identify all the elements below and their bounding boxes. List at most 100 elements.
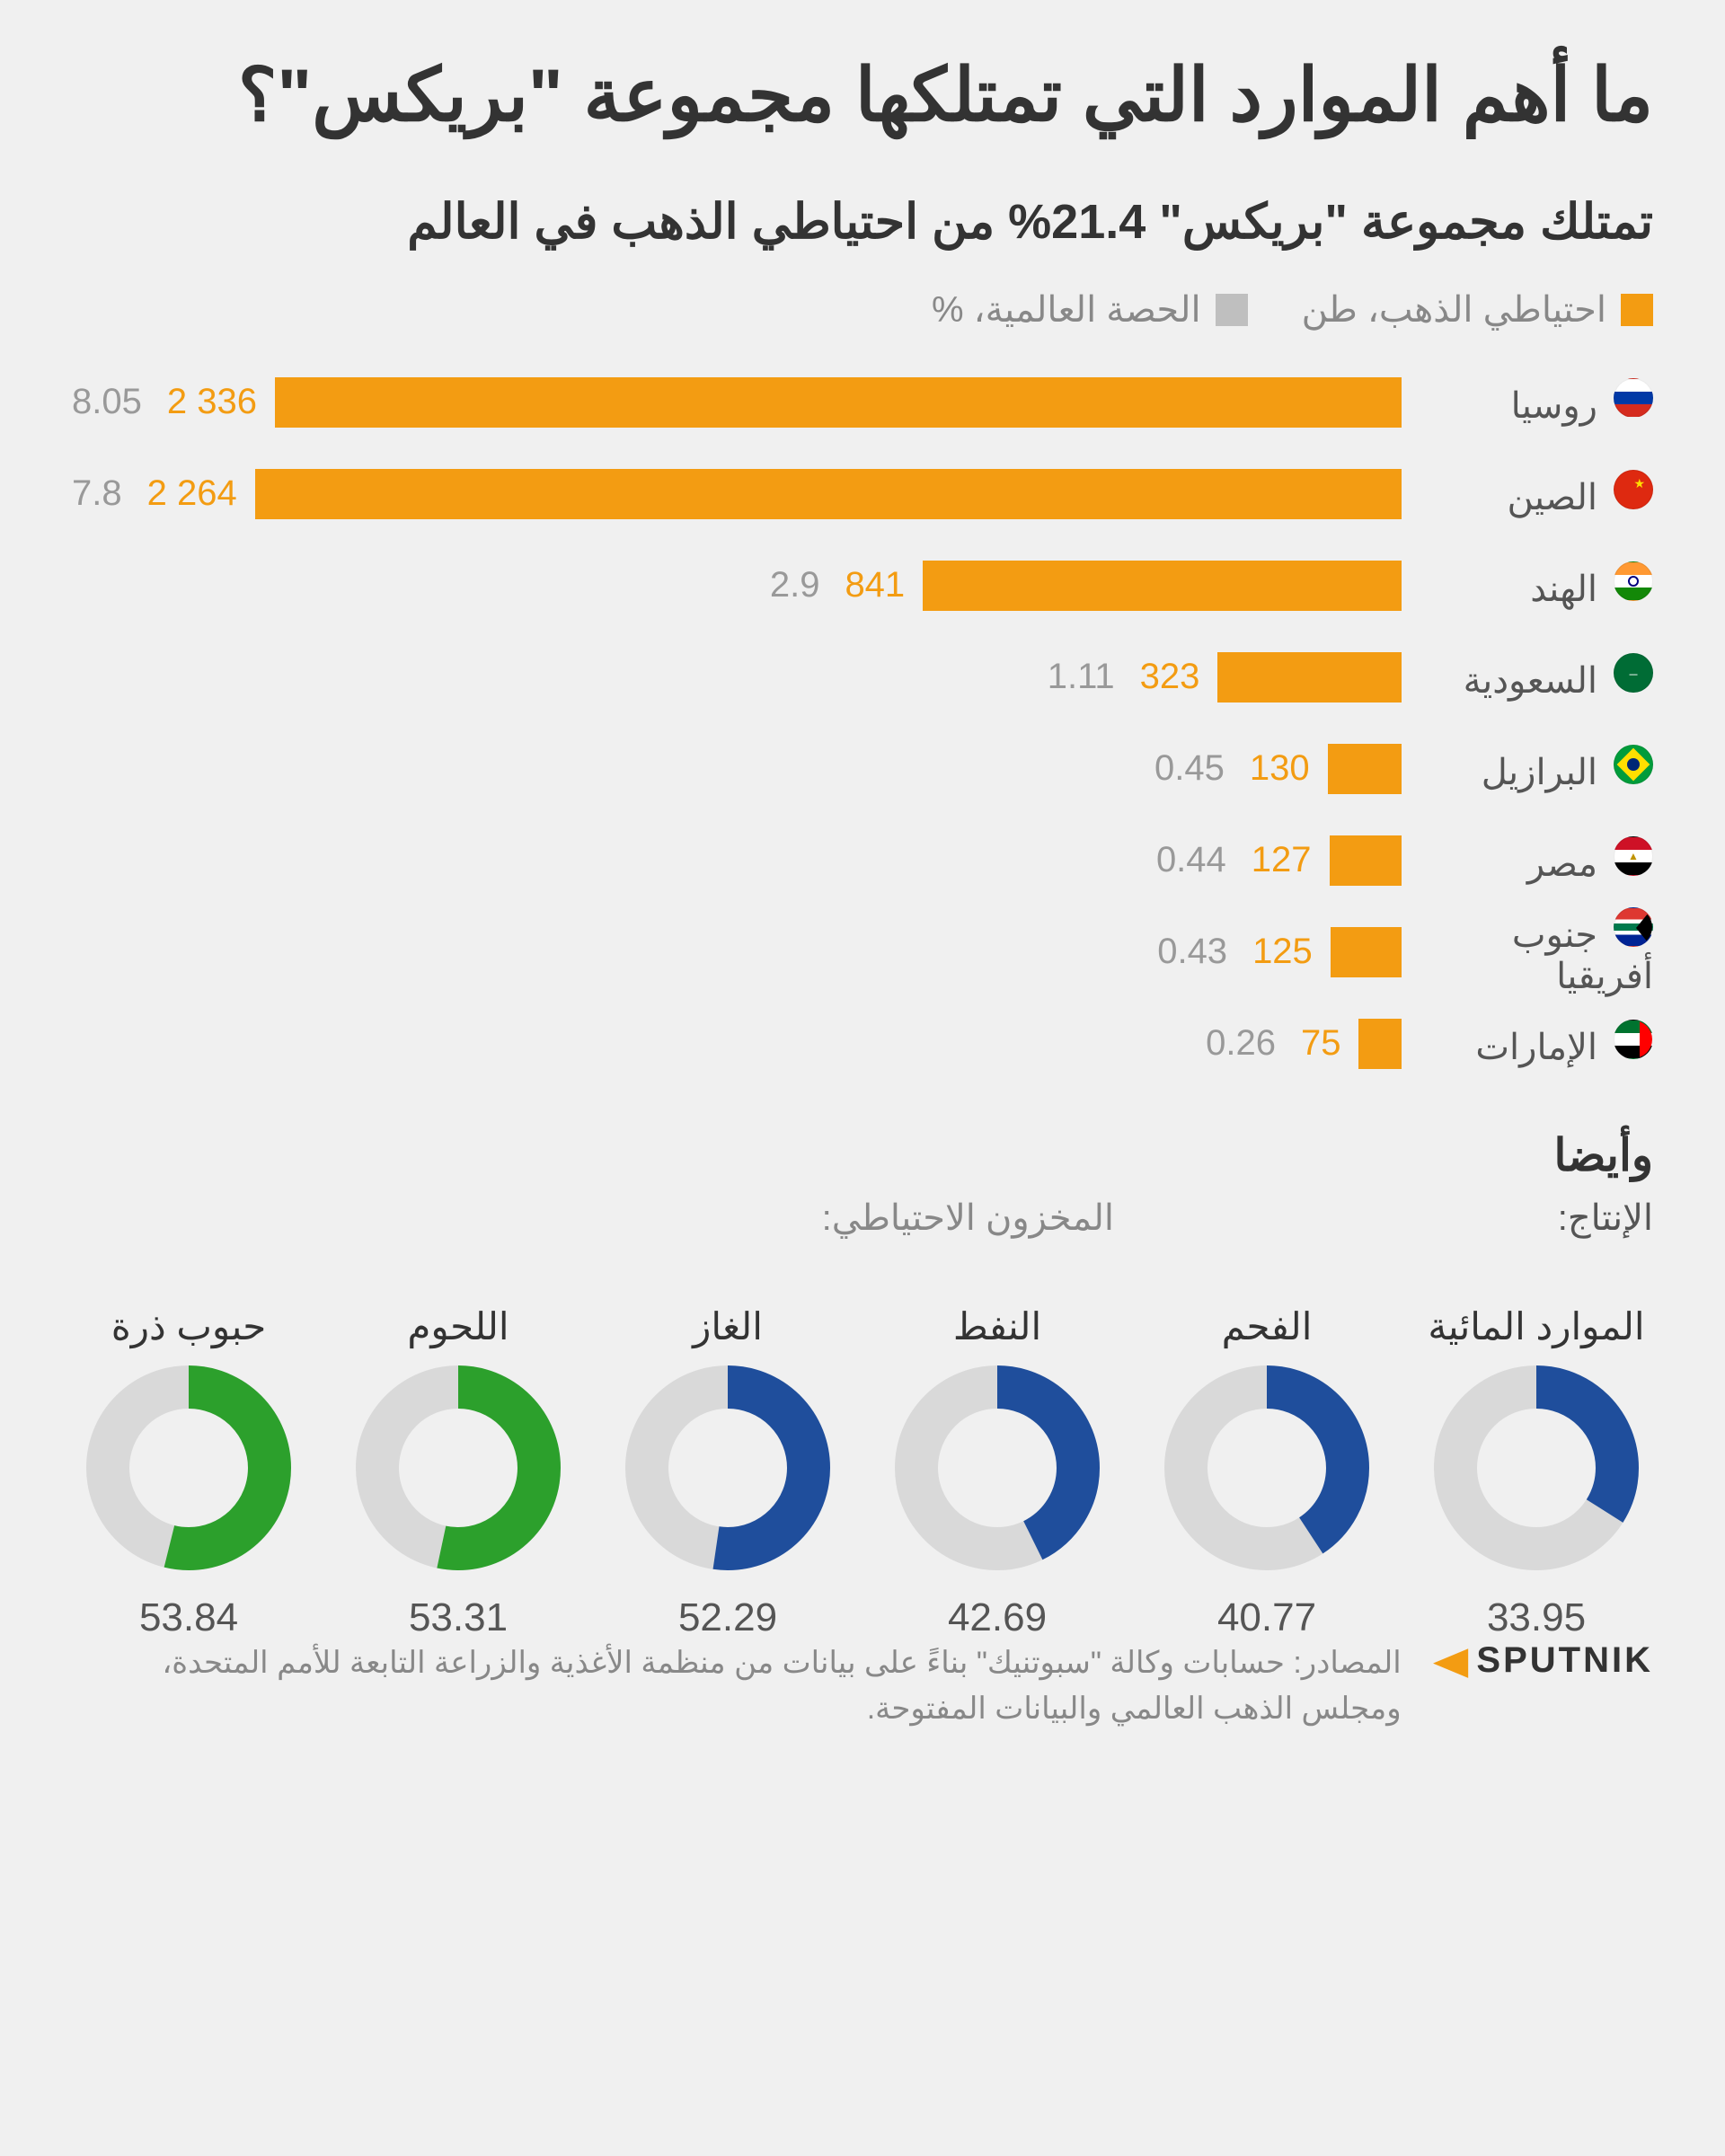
legend-gold-swatch — [1621, 294, 1653, 326]
bar-share-value: 0.45 — [1154, 748, 1225, 789]
country-name: ▲مصر — [1402, 836, 1653, 885]
donut-chart — [1163, 1365, 1370, 1576]
donut-chart — [894, 1365, 1101, 1576]
logo-text: SPUTNIK — [1476, 1640, 1653, 1681]
country-name: جنوب أفريقيا — [1402, 907, 1653, 997]
footer: ◀ SPUTNIK المصادر: حسابات وكالة "سبوتنيك… — [72, 1640, 1653, 1732]
bar-row: ★الصين 2 264 7.8 — [72, 454, 1653, 535]
donut-label: الفحم — [1222, 1250, 1313, 1348]
bar-row: ▲مصر 127 0.44 — [72, 820, 1653, 901]
legend-gold: احتياطي الذهب، طن — [1302, 289, 1653, 331]
bar-share-value: 8.05 — [72, 382, 142, 422]
donut-item: حبوب ذرة 53.84 — [72, 1250, 305, 1640]
donut-item: الغاز 52.29 — [611, 1250, 845, 1640]
bar-share-value: 0.26 — [1206, 1023, 1276, 1064]
flag-icon — [1614, 1020, 1653, 1059]
donut-chart — [85, 1365, 292, 1576]
legend-share: الحصة العالمية، % — [932, 289, 1248, 331]
flag-icon: ▲ — [1614, 836, 1653, 876]
donut-value: 53.31 — [409, 1595, 508, 1640]
legend: احتياطي الذهب، طن الحصة العالمية، % — [72, 289, 1653, 331]
donut-value: 42.69 — [948, 1595, 1047, 1640]
country-name: البرازيل — [1402, 745, 1653, 793]
flag-icon — [1614, 561, 1653, 601]
bar-tons-value: 130 — [1250, 748, 1310, 789]
bar-fill — [275, 377, 1402, 428]
subtitle: تمتلك مجموعة "بريكس" 21.4% من احتياطي ال… — [72, 192, 1653, 253]
country-name: ★الصين — [1402, 470, 1653, 518]
donut-value: 33.95 — [1487, 1595, 1586, 1640]
bar-track: 130 0.45 — [72, 744, 1402, 794]
donut-item: اللحوم 53.31 — [341, 1250, 575, 1640]
bar-track: 323 1.11 — [72, 652, 1402, 702]
country-name: ـــالسعودية — [1402, 653, 1653, 702]
also-heading: وأيضا — [72, 1129, 1653, 1181]
donut-section-labels: الإنتاج: المخزون الاحتياطي: — [72, 1197, 1653, 1239]
bar-tons-value: 841 — [845, 565, 905, 605]
bar-share-value: 0.44 — [1156, 840, 1226, 880]
donut-value: 40.77 — [1217, 1595, 1316, 1640]
donut-label: اللحوم — [407, 1250, 509, 1348]
bar-fill — [1328, 744, 1402, 794]
donut-label: الغاز — [693, 1250, 763, 1348]
bar-track: 75 0.26 — [72, 1019, 1402, 1069]
donut-item: الفحم 40.77 — [1150, 1250, 1384, 1640]
donut-label: حبوب ذرة — [111, 1250, 267, 1348]
main-title: ما أهم الموارد التي تمتلكها مجموعة "بريك… — [72, 54, 1653, 138]
donut-value: 52.29 — [678, 1595, 777, 1640]
bar-track: 125 0.43 — [72, 927, 1402, 977]
bar-row: ـــالسعودية 323 1.11 — [72, 637, 1653, 718]
bar-share-value: 0.43 — [1157, 932, 1227, 972]
bar-fill — [255, 469, 1402, 519]
bar-row: روسيا 2 336 8.05 — [72, 362, 1653, 443]
flag-icon: ـــ — [1614, 653, 1653, 693]
bar-fill — [1358, 1019, 1402, 1069]
flag-icon — [1614, 745, 1653, 784]
bar-share-value: 2.9 — [770, 565, 820, 605]
bar-track: 127 0.44 — [72, 835, 1402, 886]
legend-share-label: الحصة العالمية، % — [932, 289, 1201, 331]
donut-label: الموارد المائية — [1428, 1250, 1644, 1348]
bar-tons-value: 127 — [1252, 840, 1312, 880]
bar-fill — [923, 561, 1402, 611]
donut-chart — [624, 1365, 831, 1576]
country-name: الهند — [1402, 561, 1653, 610]
sputnik-logo: ◀ SPUTNIK — [1438, 1640, 1653, 1682]
gold-bar-chart: روسيا 2 336 8.05 ★الصين 2 264 7.8 الهند … — [72, 362, 1653, 1084]
bar-row: الهند 841 2.9 — [72, 545, 1653, 626]
bar-track: 841 2.9 — [72, 561, 1402, 611]
bar-row: جنوب أفريقيا 125 0.43 — [72, 912, 1653, 993]
bar-tons-value: 75 — [1301, 1023, 1341, 1064]
legend-gold-label: احتياطي الذهب، طن — [1302, 289, 1606, 331]
bar-row: البرازيل 130 0.45 — [72, 729, 1653, 809]
legend-share-swatch — [1216, 294, 1248, 326]
bar-row: الإمارات 75 0.26 — [72, 1003, 1653, 1084]
donut-chart — [1433, 1365, 1640, 1576]
donut-item: النفط 42.69 — [880, 1250, 1114, 1640]
flag-icon — [1614, 907, 1653, 947]
bar-fill — [1331, 927, 1402, 977]
bar-track: 2 336 8.05 — [72, 377, 1402, 428]
donut-chart — [355, 1365, 562, 1576]
bar-share-value: 1.11 — [1048, 657, 1115, 697]
logo-chevron-icon: ◀ — [1434, 1640, 1471, 1682]
country-name: الإمارات — [1402, 1020, 1653, 1068]
bar-tons-value: 2 336 — [167, 382, 257, 422]
donut-value: 53.84 — [139, 1595, 238, 1640]
source-text: المصادر: حسابات وكالة "سبوتنيك" بناءً عل… — [72, 1640, 1402, 1732]
bar-share-value: 7.8 — [72, 473, 122, 514]
country-name: روسيا — [1402, 378, 1653, 427]
bar-fill — [1217, 652, 1402, 702]
bar-tons-value: 323 — [1140, 657, 1200, 697]
bar-tons-value: 125 — [1252, 932, 1313, 972]
donut-charts: حبوب ذرة 53.84 اللحوم 53.31 الغاز 52.29 … — [72, 1250, 1653, 1640]
bar-fill — [1330, 835, 1402, 886]
bar-track: 2 264 7.8 — [72, 469, 1402, 519]
reserves-label: المخزون الاحتياطي: — [72, 1197, 1132, 1239]
flag-icon — [1614, 378, 1653, 418]
bar-tons-value: 2 264 — [147, 473, 237, 514]
production-label: الإنتاج: — [1132, 1197, 1653, 1239]
donut-item: الموارد المائية 33.95 — [1420, 1250, 1653, 1640]
donut-label: النفط — [953, 1250, 1041, 1348]
flag-icon: ★ — [1614, 470, 1653, 509]
